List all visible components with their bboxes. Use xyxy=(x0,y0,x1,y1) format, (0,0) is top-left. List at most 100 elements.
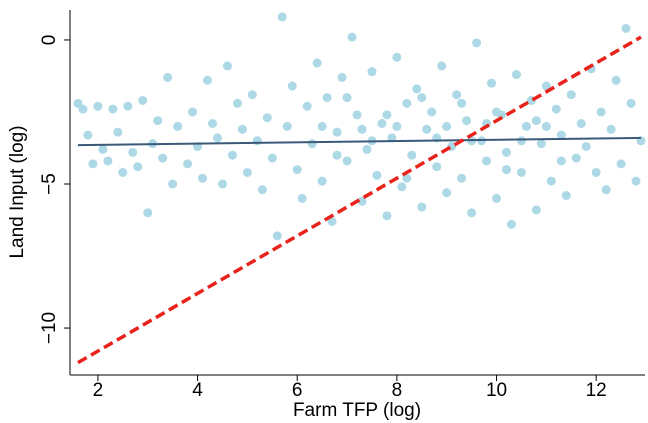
point xyxy=(437,61,447,71)
point xyxy=(118,167,128,177)
point xyxy=(267,153,277,163)
point xyxy=(237,124,247,134)
point xyxy=(352,110,362,120)
point xyxy=(442,188,452,198)
point xyxy=(232,98,242,108)
point xyxy=(78,104,88,114)
point xyxy=(198,173,208,183)
point xyxy=(492,107,502,117)
x-axis-label: Farm TFP (log) xyxy=(293,400,421,421)
point xyxy=(472,38,482,48)
point xyxy=(133,162,143,172)
point xyxy=(397,182,407,192)
point xyxy=(511,70,521,80)
point xyxy=(367,67,377,77)
point xyxy=(591,167,601,177)
point xyxy=(631,176,641,186)
point xyxy=(292,165,302,175)
point xyxy=(402,98,412,108)
point xyxy=(222,61,232,71)
point xyxy=(581,142,591,152)
y-tick-label: −10 xyxy=(39,312,60,344)
point xyxy=(561,191,571,201)
point xyxy=(402,173,412,183)
line xyxy=(77,35,642,365)
point xyxy=(482,156,492,166)
point xyxy=(312,58,322,68)
point xyxy=(83,130,93,140)
y-axis-label: Land Input (log) xyxy=(7,125,28,258)
point xyxy=(621,23,631,33)
point xyxy=(492,193,502,203)
point xyxy=(422,124,432,134)
point xyxy=(322,93,332,103)
x-tick-label: 12 xyxy=(586,380,607,401)
point xyxy=(531,116,541,126)
point xyxy=(332,127,342,137)
point xyxy=(357,196,367,206)
point xyxy=(98,144,108,154)
point xyxy=(516,167,526,177)
point xyxy=(183,159,193,169)
point xyxy=(407,150,417,160)
point xyxy=(487,78,497,88)
point xyxy=(551,104,561,114)
point xyxy=(442,121,452,131)
x-tick-label: 8 xyxy=(392,380,403,401)
point xyxy=(357,124,367,134)
point xyxy=(257,185,267,195)
x-tick-label: 10 xyxy=(486,380,507,401)
point xyxy=(163,72,173,82)
point xyxy=(317,176,327,186)
point xyxy=(138,95,148,105)
point xyxy=(327,216,337,226)
point xyxy=(128,147,138,157)
point xyxy=(282,121,292,131)
point xyxy=(203,75,213,85)
point xyxy=(546,176,556,186)
point xyxy=(242,167,252,177)
point xyxy=(262,113,272,123)
point xyxy=(252,136,262,146)
point xyxy=(626,98,636,108)
point xyxy=(377,119,387,129)
point xyxy=(158,153,168,163)
point xyxy=(576,119,586,129)
point xyxy=(287,81,297,91)
point xyxy=(372,170,382,180)
point xyxy=(462,116,472,126)
point xyxy=(516,136,526,146)
point xyxy=(501,165,511,175)
point xyxy=(217,179,227,189)
point xyxy=(501,147,511,157)
point xyxy=(432,162,442,172)
point xyxy=(113,127,123,137)
point xyxy=(601,185,611,195)
point xyxy=(556,130,566,140)
x-tick-label: 6 xyxy=(292,380,303,401)
point xyxy=(247,90,257,100)
point xyxy=(541,81,551,91)
point xyxy=(382,211,392,221)
x-tick-label: 4 xyxy=(192,380,203,401)
point xyxy=(457,98,467,108)
point xyxy=(88,159,98,169)
point xyxy=(342,93,352,103)
point xyxy=(452,90,462,100)
point xyxy=(467,208,477,218)
point xyxy=(392,52,402,62)
point xyxy=(297,193,307,203)
point xyxy=(606,124,616,134)
point xyxy=(457,173,467,183)
point xyxy=(123,101,133,111)
point xyxy=(307,139,317,149)
x-tick-label: 2 xyxy=(93,380,104,401)
point xyxy=(93,101,103,111)
point xyxy=(188,107,198,117)
point xyxy=(153,116,163,126)
point xyxy=(332,150,342,160)
point xyxy=(611,75,621,85)
point xyxy=(571,153,581,163)
point xyxy=(616,159,626,169)
